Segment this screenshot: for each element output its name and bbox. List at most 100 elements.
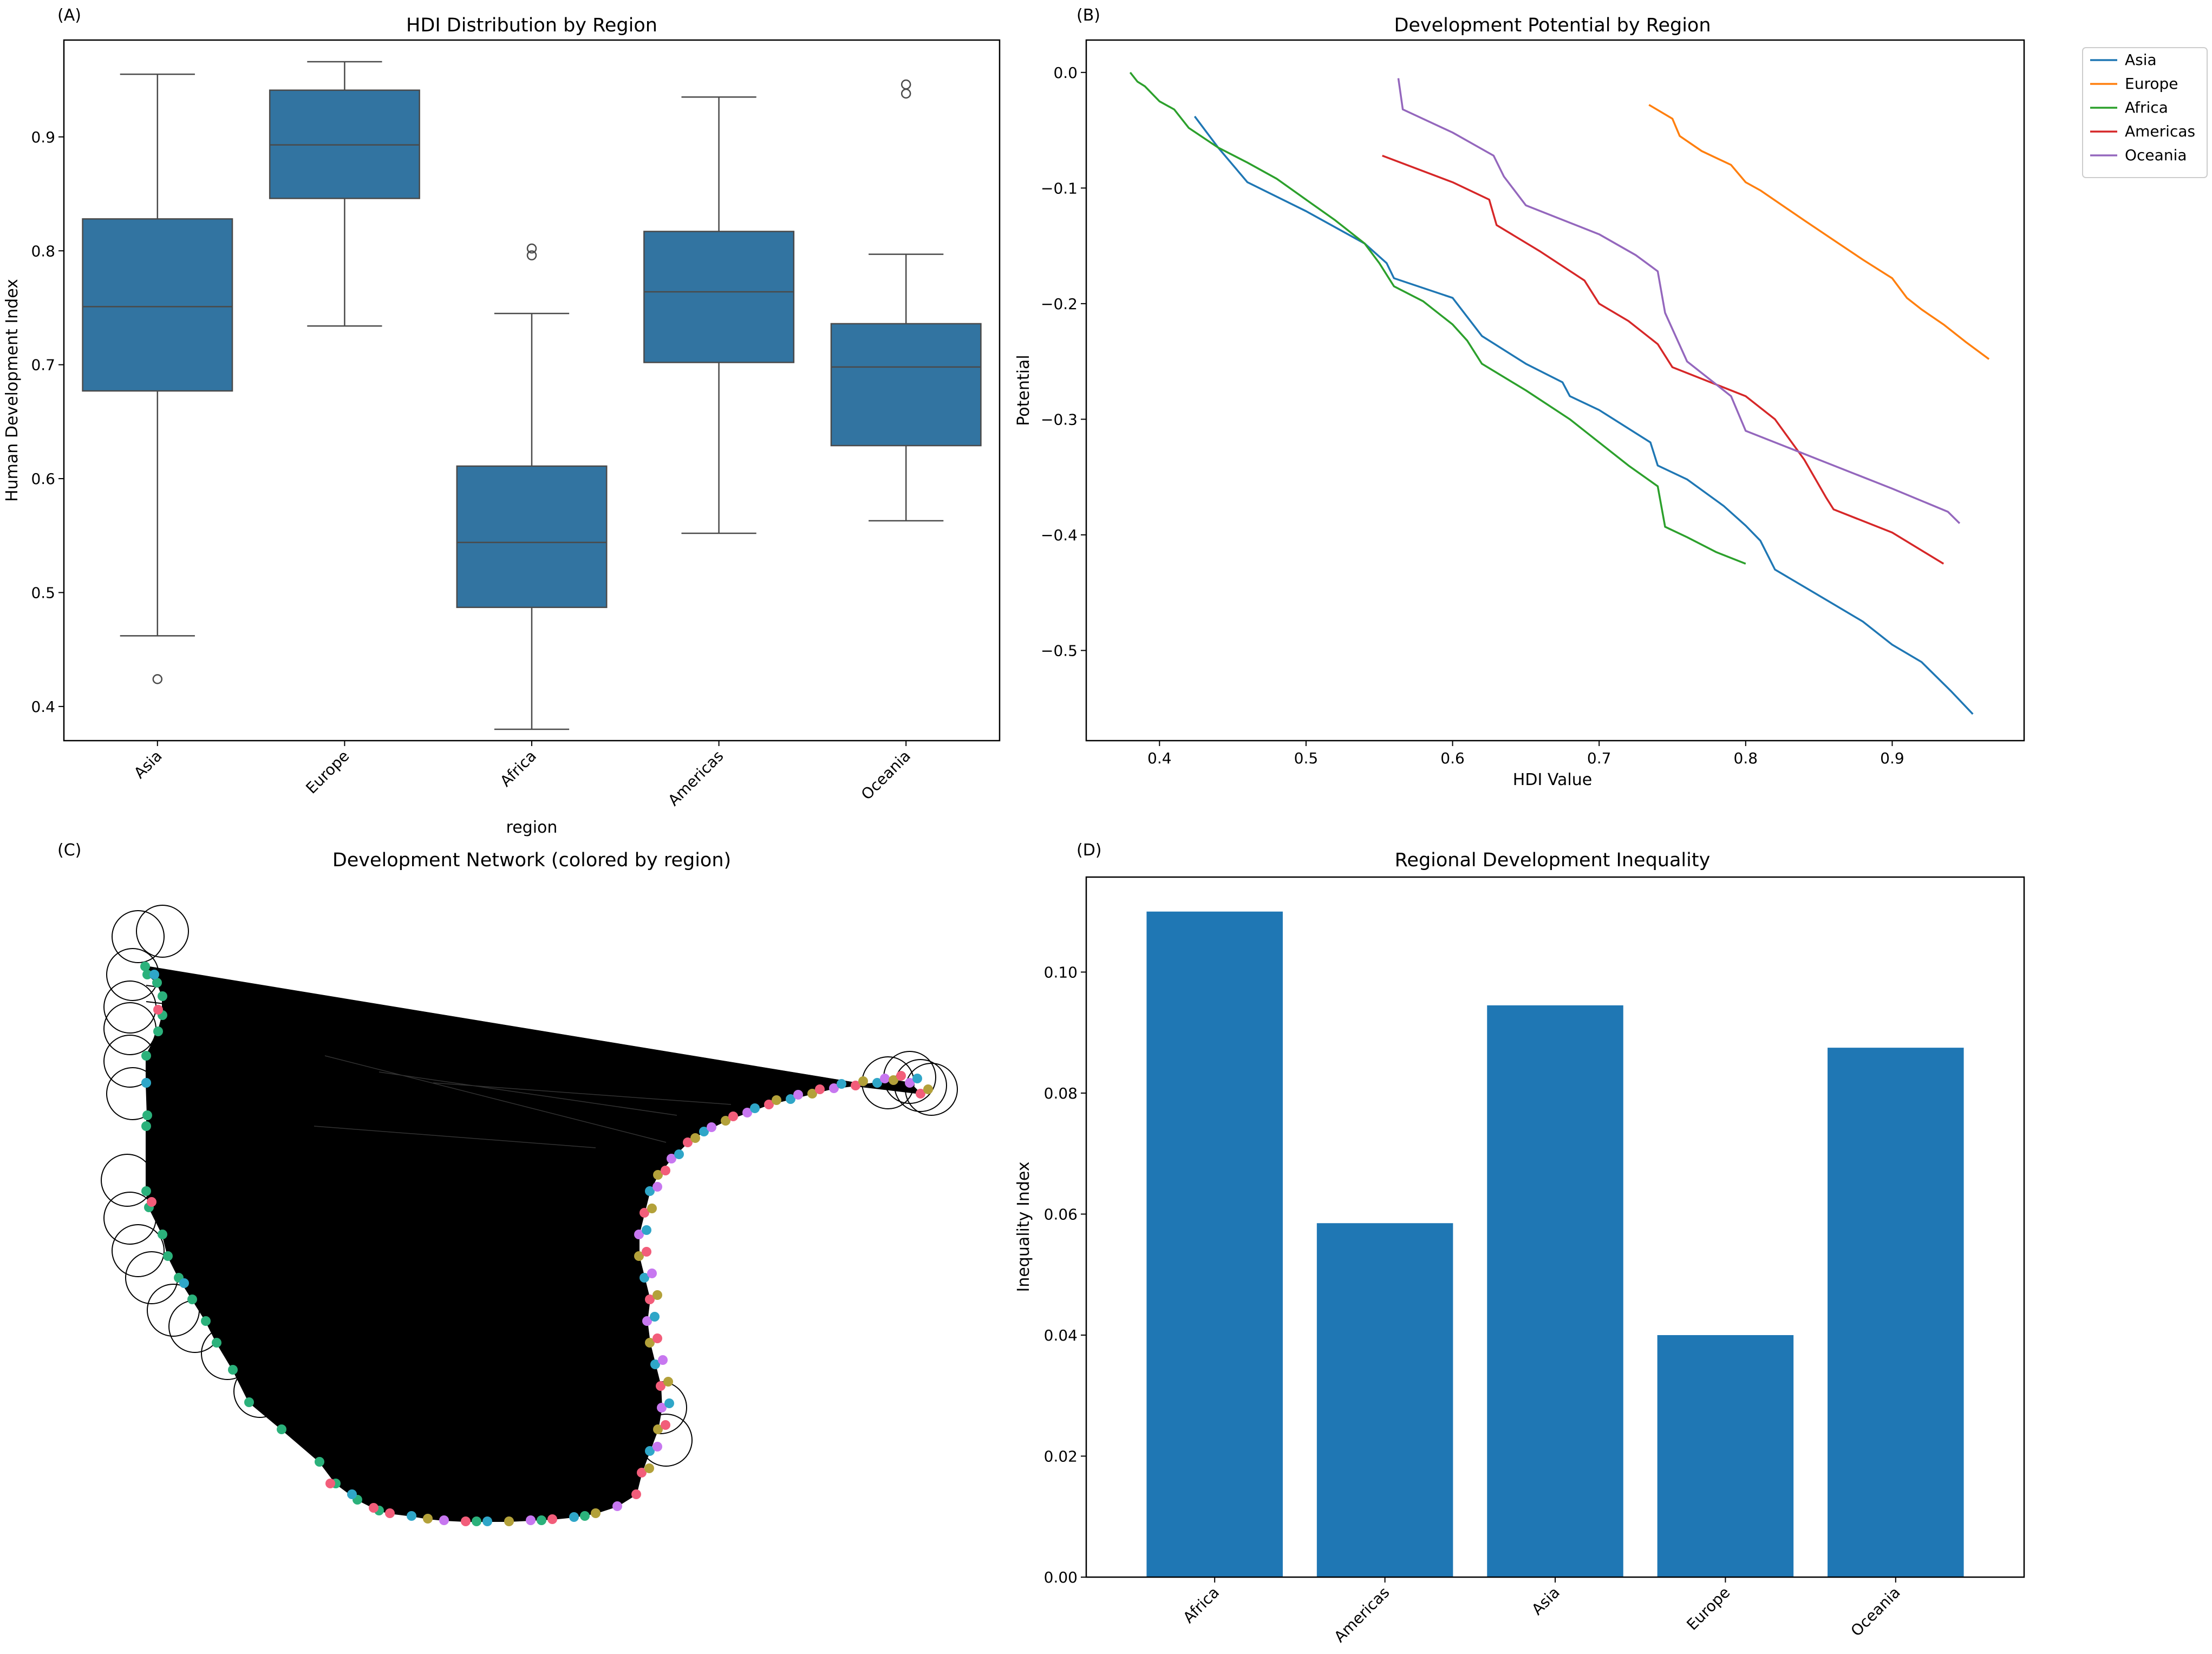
network-node	[141, 1121, 151, 1131]
network-node	[407, 1511, 416, 1521]
network-node	[880, 1074, 890, 1083]
chart-a-ytick-label: 0.8	[31, 242, 55, 260]
chart-a-xtick-label: Oceania	[858, 747, 914, 803]
chart-b-ytick-label: 0.0	[1053, 64, 1078, 82]
chart-b-legend-label: Europe	[2125, 75, 2178, 93]
network-node	[461, 1516, 471, 1526]
network-edge	[146, 974, 921, 1094]
network-node	[661, 1166, 670, 1175]
panel-label-a: (A)	[57, 6, 81, 25]
network-node	[612, 1501, 622, 1511]
network-node	[482, 1516, 492, 1526]
network-node	[699, 1127, 709, 1136]
network-node	[158, 991, 167, 1001]
network-node	[347, 1489, 357, 1499]
network-self-loop	[103, 980, 156, 1034]
network-node	[652, 1290, 662, 1300]
network-node	[658, 1355, 668, 1365]
network-node	[642, 1225, 651, 1235]
chart-c-title: Development Network (colored by region)	[332, 849, 731, 871]
chart-a-box	[830, 323, 982, 447]
chart-d-xtick-label: Europe	[1683, 1584, 1733, 1634]
network-self-loop	[640, 1414, 693, 1467]
network-self-loop	[103, 1002, 156, 1055]
network-edge	[146, 966, 921, 1094]
panel-b: (B) Development Potential by Region 0.4 0…	[1014, 6, 2208, 789]
chart-d-bar-europe	[1657, 1335, 1794, 1577]
chart-d-xtick-label: Africa	[1179, 1584, 1223, 1627]
panel-label-c: (C)	[57, 841, 81, 860]
network-node	[547, 1514, 557, 1524]
chart-a-flier	[901, 79, 911, 90]
network-node	[140, 962, 150, 971]
chart-a-plot: 0.4 0.5 0.6 0.7 0.8 0.9 Asia Europe Africa Americ…	[31, 61, 982, 809]
network-node	[504, 1516, 514, 1526]
network-node	[742, 1108, 752, 1117]
network-node	[645, 1295, 655, 1304]
network-node	[786, 1094, 795, 1104]
chart-b-legend: Asia Europe Africa Americas Oceania	[2082, 47, 2208, 178]
network-node	[472, 1516, 481, 1526]
chart-b-frame	[1085, 39, 2025, 742]
chart-a-xtick-label: Americas	[664, 747, 727, 809]
chart-d-bar-oceania	[1828, 1048, 1964, 1577]
network-node	[851, 1081, 860, 1090]
network-node	[645, 1186, 655, 1196]
network-node	[661, 1420, 670, 1430]
chart-a-xlabel: region	[506, 818, 558, 837]
network-edge	[314, 1126, 596, 1148]
network-self-loop	[101, 1154, 154, 1207]
network-node	[858, 1076, 868, 1086]
chart-b-plot: 0.4 0.5 0.6 0.7 0.8 0.9 0.0 −0.1 −0.2 −0.3 −0.4 −0.…	[1041, 64, 1990, 767]
chart-d-ytick-label: 0.08	[1044, 1084, 1078, 1102]
network-node	[423, 1514, 433, 1524]
network-node	[923, 1084, 933, 1094]
network-node	[212, 1338, 221, 1348]
network-node	[707, 1122, 716, 1132]
chart-b-legend-frame	[2082, 47, 2208, 178]
network-node	[187, 1295, 197, 1304]
network-node	[142, 1110, 152, 1120]
network-node	[652, 1182, 662, 1192]
chart-a-flier	[526, 243, 537, 254]
chart-a-ytick-label: 0.6	[31, 470, 55, 488]
network-node	[201, 1316, 211, 1326]
chart-a-frame	[63, 39, 1001, 742]
chart-d-ylabel: Inequality Index	[1014, 1161, 1033, 1292]
network-self-loop	[905, 1063, 958, 1116]
network-node	[683, 1137, 693, 1147]
chart-d-ytick-label: 0.10	[1044, 963, 1078, 981]
chart-d-bar-asia	[1487, 1005, 1623, 1577]
chart-d-frame	[1085, 876, 2025, 1578]
network-node	[652, 1333, 662, 1343]
chart-a-xtick-label: Europe	[302, 747, 353, 797]
chart-a-flier	[526, 250, 537, 260]
network-node	[750, 1103, 760, 1113]
chart-b-legend-label: Americas	[2125, 122, 2195, 140]
network-node	[645, 1446, 655, 1456]
chart-b-xtick-label: 0.7	[1587, 749, 1611, 767]
network-node	[141, 1186, 151, 1196]
network-node	[650, 1312, 660, 1322]
network-node	[872, 1078, 882, 1088]
chart-b-xtick-label: 0.4	[1147, 749, 1172, 767]
chart-d-xtick-label: Asia	[1528, 1584, 1563, 1619]
panel-label-d: (D)	[1076, 841, 1102, 860]
chart-b-ytick-label: −0.1	[1041, 179, 1078, 197]
network-self-loop	[103, 1035, 156, 1088]
network-node	[645, 1338, 655, 1348]
network-node	[569, 1512, 579, 1522]
network-node	[526, 1515, 536, 1525]
chart-a-box	[82, 218, 233, 392]
network-edge	[146, 1001, 921, 1094]
chart-b-legend-label: Africa	[2125, 99, 2168, 116]
network-node	[640, 1208, 649, 1218]
chart-d-ytick-label: 0.06	[1044, 1205, 1078, 1223]
network-node	[815, 1084, 825, 1094]
chart-d-bar-africa	[1146, 911, 1283, 1577]
network-node	[663, 1377, 673, 1387]
chart-b-series-americas	[1382, 154, 1945, 565]
network-node	[637, 1468, 647, 1478]
network-node	[537, 1515, 546, 1525]
network-node	[277, 1424, 286, 1434]
